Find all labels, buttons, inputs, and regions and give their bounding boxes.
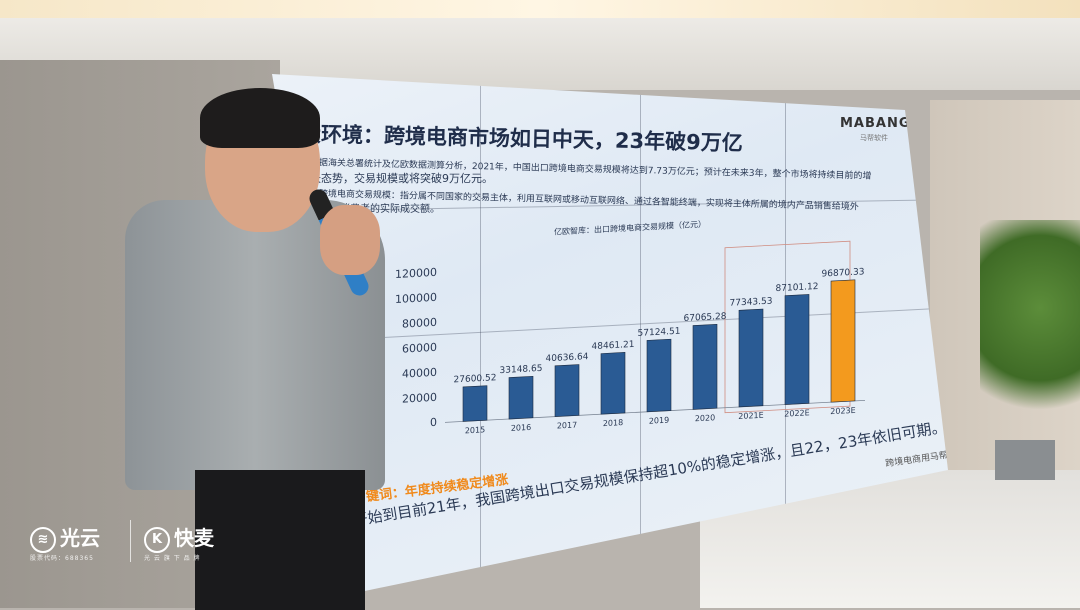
kuaimai-watermark: K 快麦 光 云 旗 下 品 牌 [144, 522, 214, 562]
bar-2020 [692, 323, 718, 410]
y-tick-label: 0 [430, 416, 437, 429]
data-label: 57124.51 [638, 327, 681, 339]
slide-footer: 跨境电商用马帮 [884, 450, 949, 470]
chart-title: 亿欧智库：出口跨境电商交易规模（亿元） [554, 219, 706, 237]
x-tick-label: 2018 [603, 418, 623, 428]
data-label: 27600.52 [454, 373, 497, 385]
paragraph-1-line-2: 长态势，交易规模或将突破9万亿元。 [310, 172, 493, 185]
data-label: 33148.65 [500, 364, 543, 376]
x-tick-label: 2020 [695, 413, 715, 423]
data-label: 48461.21 [592, 340, 635, 352]
data-label: 77343.53 [730, 297, 773, 309]
brand1-name: 光云 [60, 526, 100, 550]
presenter-hand [320, 205, 380, 275]
x-tick-label: 2016 [511, 423, 531, 433]
bar-2021E [738, 308, 764, 408]
slide-title: 大环境：跨境电商市场如日中天，23年破9万亿 [299, 122, 743, 156]
brand1-subtitle: 股票代码：688365 [30, 554, 94, 562]
y-tick-label: 100000 [395, 291, 437, 306]
guangyun-watermark: ≋ 光云 股票代码：688365 [30, 522, 100, 562]
bar-2019 [646, 338, 672, 413]
data-label: 87101.12 [776, 282, 819, 294]
x-tick-label: 2021E [738, 411, 763, 421]
brand2-subtitle: 光 云 旗 下 品 牌 [144, 554, 201, 562]
logo-text: MABANG [840, 116, 911, 131]
data-label: 40636.64 [546, 352, 589, 364]
bar-2016 [508, 376, 534, 420]
bar-chart: 亿欧智库：出口跨境电商交易规模（亿元） 0 20000 40000 60000 8000… [395, 219, 865, 435]
bar-2023E [830, 279, 856, 403]
brand2-name: 快麦 [174, 526, 214, 550]
kuaimai-logo-icon: K [144, 526, 170, 553]
x-tick-label: 2023E [830, 406, 855, 416]
data-label: 67065.28 [684, 312, 727, 324]
y-tick-label: 80000 [402, 316, 437, 331]
presenter-pants [195, 470, 365, 610]
bar-2015 [462, 385, 488, 422]
data-label: 96870.33 [822, 267, 865, 279]
x-tick-label: 2019 [649, 416, 669, 426]
plant-pot [995, 440, 1055, 480]
bar-2022E [784, 294, 810, 405]
paragraph-2-line-2: 或终端消费者的实际成交额。 [310, 204, 440, 215]
y-tick-label: 60000 [402, 341, 437, 356]
logo-subtitle: 马帮软件 [860, 134, 888, 142]
mabang-logo: MABANG ERP [840, 116, 932, 131]
watermark-divider [130, 520, 131, 562]
y-tick-label: 120000 [395, 266, 437, 281]
plant [980, 220, 1080, 440]
presenter-hair [200, 88, 320, 148]
y-tick-label: 20000 [402, 391, 437, 406]
y-tick-label: 40000 [402, 366, 437, 381]
bar-2018 [600, 352, 626, 415]
x-tick-label: 2015 [465, 425, 485, 435]
guangyun-logo-icon: ≋ [30, 526, 56, 553]
x-tick-label: 2017 [557, 420, 577, 430]
x-tick-label: 2022E [784, 408, 809, 418]
ceiling-light [0, 0, 1080, 18]
bar-2017 [554, 364, 580, 417]
